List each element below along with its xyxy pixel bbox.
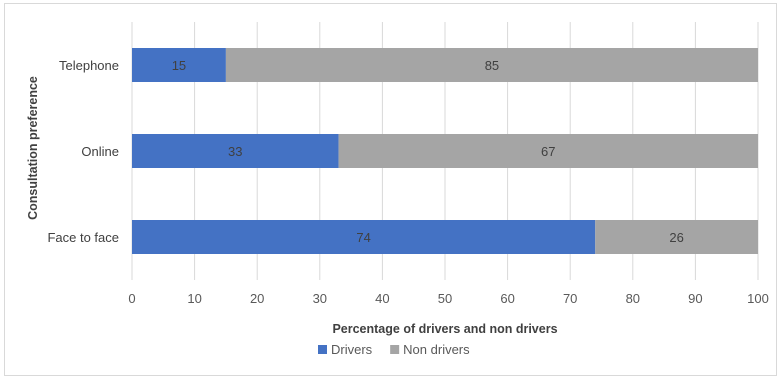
bar-drivers-face-to-face [132,220,596,254]
data-label: 26 [669,230,683,245]
data-labels: 15 85 33 67 74 26 [172,58,684,245]
x-tick-label: 70 [563,291,577,306]
bars [132,48,758,254]
x-axis-title: Percentage of drivers and non drivers [332,322,557,336]
bar-drivers-telephone [132,48,226,82]
category-label: Face to face [47,230,119,245]
data-label: 33 [228,144,242,159]
category-label: Telephone [59,58,119,73]
x-tick-label: 20 [250,291,264,306]
x-tick-label: 10 [187,291,201,306]
x-tick-label: 0 [128,291,135,306]
legend-swatch-non-drivers [390,345,400,354]
legend-label: Non drivers [403,342,470,357]
bar-non-drivers-face-to-face [595,220,758,254]
data-label: 85 [485,58,499,73]
data-label: 74 [356,230,370,245]
x-tick-label: 40 [375,291,389,306]
data-label: 15 [172,58,186,73]
category-label: Online [81,144,119,159]
data-label: 67 [541,144,555,159]
x-tick-label: 100 [747,291,769,306]
chart-frame [4,3,777,376]
y-axis-categories: Telephone Online Face to face [47,58,119,245]
bar-non-drivers-online [338,134,758,168]
legend-swatch-drivers [318,345,327,354]
x-tick-label: 60 [500,291,514,306]
legend-label: Drivers [331,342,373,357]
x-axis-ticks: 0 10 20 30 40 50 60 70 80 90 100 [128,291,768,306]
legend: Drivers Non drivers [318,342,470,357]
bar-drivers-online [132,134,339,168]
x-tick-label: 50 [438,291,452,306]
x-tick-label: 90 [688,291,702,306]
bar-non-drivers-telephone [225,48,758,82]
y-axis-title: Consultation preference [26,76,40,220]
x-tick-label: 80 [626,291,640,306]
x-tick-label: 30 [313,291,327,306]
